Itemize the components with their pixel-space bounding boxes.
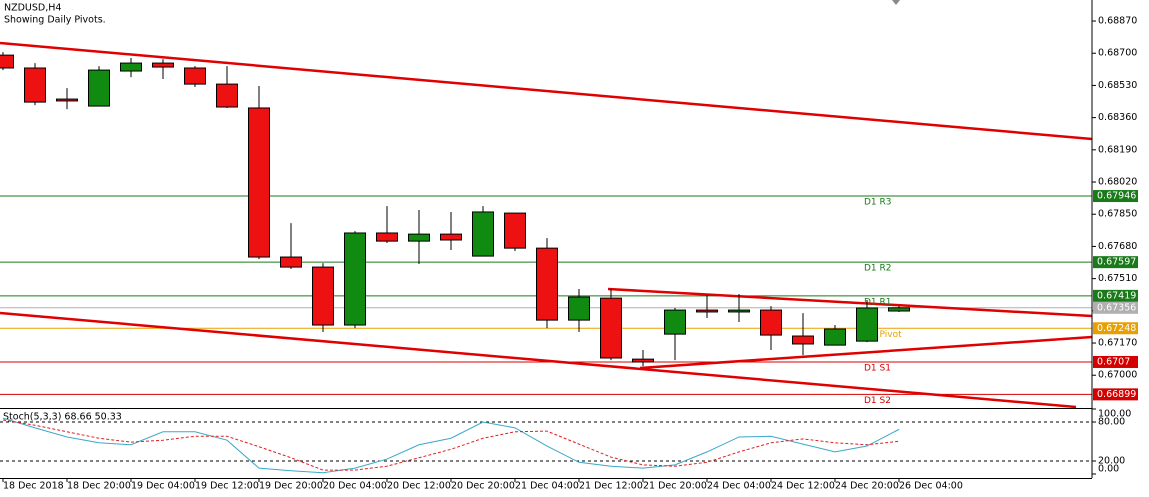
candle-body [760,309,782,336]
candle-body [664,309,686,335]
chart-subtitle: Showing Daily Pivots. [4,15,106,26]
y-tick-label: 0.68530 [1098,80,1137,91]
candle-body [568,296,590,321]
stoch-line [2,417,900,474]
candle-body [24,67,46,103]
candle-body [600,297,622,359]
candle-body [728,309,750,313]
shift-marker [892,0,900,5]
y-tick-label: 0.67170 [1098,338,1137,349]
y-tick-label: 0.68020 [1098,177,1137,188]
stoch-line [2,419,900,471]
pivot-name: D1 R3 [864,198,892,208]
pivot-price-box [1093,388,1138,401]
candle-body [696,309,718,313]
pivot-price-box [1093,289,1138,302]
x-tick-label: 26 Dec 04:00 [899,481,963,492]
pivot-price-box [1093,355,1138,368]
candle-body [344,232,366,326]
y-tick-label: 0.68360 [1098,112,1137,123]
trendline [639,335,1093,370]
y-tick-label: 0.67850 [1098,209,1137,220]
current-price-box [1093,301,1138,314]
x-tick-label: 21 Dec 20:00 [643,481,707,492]
current-price-label: 0.67356 [1097,302,1136,313]
y-tick-label: 0.67000 [1098,370,1137,381]
x-tick-label: 24 Dec 04:00 [707,481,771,492]
pivot-price-label: 0.6707 [1097,356,1130,367]
trendline [607,287,1093,318]
pivot-name: D1 R1 [864,297,892,307]
pivot-name: D1 S1 [864,363,891,373]
pivot-price-label: 0.67597 [1097,257,1136,268]
candle-body [0,54,14,69]
trendline [0,41,1093,141]
pivot-price-label: 0.66899 [1097,389,1136,400]
candle-body [792,335,814,345]
candle-body [472,211,494,257]
pivot-price-box [1093,322,1138,335]
y-tick-label: 0.68190 [1098,144,1137,155]
x-tick-label: 18 Dec 20:00 [67,481,131,492]
x-tick-label: 19 Dec 20:00 [259,481,323,492]
candle-body [280,256,302,268]
x-tick-label: 20 Dec 12:00 [387,481,451,492]
pivot-name: D1 S2 [864,396,891,406]
candle-body [824,328,846,346]
candle-body [376,232,398,242]
candle-body [56,98,78,102]
candle-body [216,83,238,108]
pivot-name: D1 Pivot [864,330,902,340]
candle-body [504,212,526,249]
chart-title: NZDUSD,H4 [4,3,61,14]
candle-body [152,62,174,68]
pivot-price-box [1093,190,1138,203]
candle-body [312,266,334,326]
indicator-title: Stoch(5,3,3) 68.66 50.33 [3,412,122,423]
candle-body [184,67,206,85]
y-tick-label: 20.00 [1098,456,1125,467]
x-tick-label: 24 Dec 12:00 [771,481,835,492]
candle-body [440,233,462,241]
x-tick-label: 19 Dec 12:00 [195,481,259,492]
x-tick-label: 20 Dec 04:00 [323,481,387,492]
candle-body [88,69,110,107]
candle-body [536,247,558,321]
x-tick-label: 24 Dec 20:00 [835,481,899,492]
y-tick-label: 0.00 [1098,464,1119,475]
x-tick-label: 19 Dec 04:00 [131,481,195,492]
y-tick-label: 0.67680 [1098,241,1137,252]
candle-body [408,233,430,242]
candle-body [120,62,142,72]
candle-body [856,307,878,342]
y-tick-label: 0.68700 [1098,48,1137,59]
y-tick-label: 0.68870 [1098,16,1137,27]
trendline [0,311,1077,409]
y-tick-label: 100.00 [1098,409,1131,420]
pivot-price-box [1093,256,1138,269]
trendlines [0,41,1093,409]
x-tick-label: 20 Dec 20:00 [451,481,515,492]
x-tick-label: 21 Dec 12:00 [579,481,643,492]
y-tick-label: 80.00 [1098,417,1125,428]
pivot-price-label: 0.67248 [1097,323,1136,334]
x-tick-label: 18 Dec 2018 [3,481,64,492]
x-tick-label: 21 Dec 04:00 [515,481,579,492]
pivot-price-label: 0.67946 [1097,191,1136,202]
pivot-name: D1 R2 [864,264,892,274]
pivot-price-label: 0.67419 [1097,290,1136,301]
candle-body [248,107,270,258]
y-tick-label: 0.67510 [1098,273,1137,284]
candle-body [888,307,910,312]
candle-body [632,358,654,363]
